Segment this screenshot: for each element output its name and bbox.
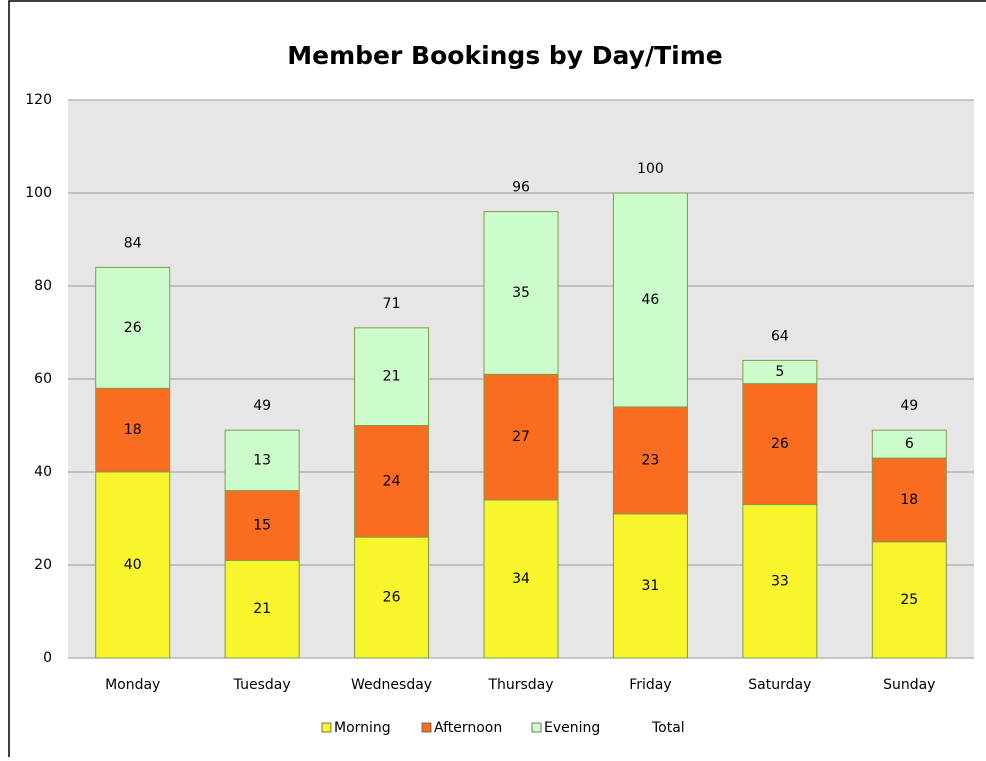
x-tick-label: Wednesday — [351, 677, 432, 693]
total-label: 100 — [637, 161, 664, 177]
total-label: 84 — [124, 235, 142, 251]
chart-title: Member Bookings by Day/Time — [287, 41, 722, 70]
data-label: 40 — [124, 557, 142, 573]
bar-segment — [871, 541, 947, 659]
y-tick-label: 0 — [43, 650, 52, 666]
y-tick-label: 120 — [25, 92, 52, 108]
x-tick-label: Monday — [105, 677, 160, 693]
data-label: 34 — [512, 571, 530, 587]
legend-label: Total — [651, 720, 685, 736]
y-tick-label: 100 — [25, 185, 52, 201]
bar-segment — [742, 504, 818, 659]
x-tick-label: Saturday — [748, 677, 811, 693]
y-tick-label: 40 — [34, 464, 52, 480]
data-label: 25 — [900, 592, 918, 608]
bar-segment — [742, 359, 818, 385]
data-label: 24 — [383, 473, 401, 489]
bar-segment — [224, 490, 300, 561]
y-tick-label: 60 — [34, 371, 52, 387]
data-label: 26 — [771, 436, 789, 452]
data-label: 33 — [771, 573, 789, 589]
bar-segment — [483, 499, 559, 659]
bar-segment — [871, 457, 947, 543]
data-label: 21 — [383, 369, 401, 385]
data-label: 35 — [512, 285, 530, 301]
total-label: 49 — [253, 398, 271, 414]
x-tick-label: Tuesday — [233, 677, 291, 693]
bar-segment — [871, 429, 947, 459]
x-tick-label: Sunday — [883, 677, 935, 693]
bar-segment — [483, 373, 559, 501]
data-label: 31 — [642, 578, 660, 594]
data-label: 18 — [900, 492, 918, 508]
legend-swatch — [421, 722, 432, 733]
total-label: 49 — [900, 398, 918, 414]
total-label: 71 — [383, 296, 401, 312]
total-label: 96 — [512, 180, 530, 196]
bar-segment — [354, 327, 430, 427]
data-label: 27 — [512, 429, 530, 445]
data-label: 46 — [642, 292, 660, 308]
x-tick-label: Thursday — [487, 677, 553, 693]
bar-segment — [354, 536, 430, 659]
total-label: 64 — [771, 328, 789, 344]
bar-segment — [612, 513, 688, 659]
data-label: 26 — [124, 320, 142, 336]
y-tick-label: 20 — [34, 557, 52, 573]
data-label: 5 — [775, 364, 784, 380]
y-tick-label: 80 — [34, 278, 52, 294]
data-label: 15 — [253, 517, 271, 533]
legend-label: Morning — [334, 720, 391, 736]
data-label: 13 — [253, 452, 271, 468]
data-label: 23 — [642, 452, 660, 468]
legend-swatch — [531, 722, 542, 733]
x-tick-label: Friday — [629, 677, 671, 693]
data-label: 18 — [124, 422, 142, 438]
bar-segment — [742, 383, 818, 506]
bar-segment — [612, 192, 688, 408]
data-label: 26 — [383, 590, 401, 606]
data-label: 21 — [253, 601, 271, 617]
bar-segment — [95, 266, 171, 389]
legend-label: Afternoon — [434, 720, 502, 736]
bar-segment — [612, 406, 688, 515]
bar-segment — [354, 425, 430, 538]
bar-segment — [224, 429, 300, 492]
legend-label: Evening — [544, 720, 600, 736]
legend-swatch — [321, 722, 332, 733]
bar-segment — [483, 211, 559, 375]
data-label: 6 — [905, 436, 914, 452]
